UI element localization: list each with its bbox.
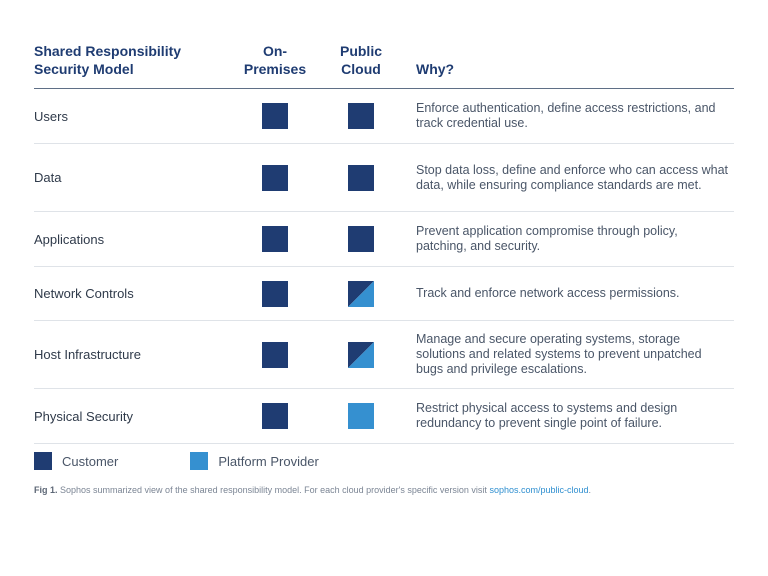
on-premises-responsibility-indicator bbox=[234, 103, 316, 129]
public-cloud-responsibility-indicator bbox=[316, 103, 406, 129]
public-cloud-responsibility-indicator bbox=[316, 226, 406, 252]
on-premises-responsibility-indicator bbox=[234, 226, 316, 252]
row-category-label: Network Controls bbox=[34, 286, 134, 301]
column-header-why: Why? bbox=[416, 61, 455, 77]
legend: Customer Platform Provider bbox=[34, 452, 391, 470]
caption-end: . bbox=[588, 485, 592, 495]
row-why-text: Track and enforce network access permiss… bbox=[416, 286, 680, 300]
column-header-public-cloud-line1: Public bbox=[339, 43, 382, 59]
column-header-on-premises-line1: On- bbox=[262, 43, 288, 59]
row-why-text: Enforce authentication, define access re… bbox=[416, 101, 716, 130]
row-why-text: Stop data loss, define and enforce who c… bbox=[416, 162, 728, 192]
table-row: Network Controls Track and enforce networ… bbox=[34, 267, 734, 321]
table-body: Users Enforce authentication, define acce… bbox=[34, 89, 734, 444]
caption-text: Sophos summarized view of the shared res… bbox=[57, 485, 490, 495]
legend-item-platform-provider: Platform Provider bbox=[190, 452, 319, 470]
figure-caption: Fig 1. Sophos summarized view of the sha… bbox=[34, 485, 591, 495]
legend-item-customer: Customer bbox=[34, 452, 118, 470]
row-why-text: Restrict physical access to systems and … bbox=[416, 401, 678, 430]
column-header-on-premises-line2: Premises bbox=[243, 61, 307, 77]
on-premises-responsibility-indicator bbox=[234, 403, 316, 429]
table-row: Users Enforce authentication, define acce… bbox=[34, 89, 734, 144]
on-premises-responsibility-indicator bbox=[234, 164, 316, 191]
row-why-text: Manage and secure operating systems, sto… bbox=[416, 332, 702, 376]
public-cloud-responsibility-indicator bbox=[316, 164, 406, 191]
on-premises-responsibility-indicator bbox=[234, 341, 316, 368]
column-header-on-premises: On- Premises bbox=[234, 42, 316, 78]
on-premises-responsibility-indicator bbox=[234, 280, 316, 307]
row-category-label: Applications bbox=[34, 231, 105, 247]
column-header-public-cloud-line2: Cloud bbox=[341, 61, 381, 77]
legend-label-customer: Customer bbox=[62, 453, 119, 469]
table-row: Applications Prevent application compromi… bbox=[34, 212, 734, 267]
caption-link[interactable]: sophos.com/public-cloud bbox=[489, 485, 589, 495]
table-title-line1: Shared Responsibility bbox=[34, 43, 182, 59]
row-category-label: Data bbox=[34, 170, 62, 185]
table-title: Shared Responsibility Security Model bbox=[34, 42, 234, 78]
row-why-text: Prevent application compromise through p… bbox=[416, 224, 678, 253]
row-category-label: Users bbox=[34, 108, 68, 124]
public-cloud-responsibility-indicator bbox=[316, 280, 406, 307]
legend-label-platform-provider: Platform Provider bbox=[218, 453, 319, 469]
customer-swatch bbox=[34, 452, 52, 470]
table-header: Shared Responsibility Security Model On-… bbox=[34, 42, 734, 89]
table-row: Physical Security Restrict physical acces… bbox=[34, 389, 734, 444]
public-cloud-responsibility-indicator bbox=[316, 403, 406, 429]
table-row: Data Stop data loss, define and enforce w… bbox=[34, 144, 734, 212]
figure-number: Fig 1. bbox=[34, 485, 58, 495]
table-row: Host Infrastructure Manage and secure ope… bbox=[34, 321, 734, 389]
row-category-label: Host Infrastructure bbox=[34, 347, 141, 362]
table-title-line2: Security Model bbox=[34, 61, 134, 77]
column-header-public-cloud: Public Cloud bbox=[316, 42, 406, 78]
public-cloud-responsibility-indicator bbox=[316, 341, 406, 368]
platform-provider-swatch bbox=[190, 452, 209, 470]
row-category-label: Physical Security bbox=[34, 408, 133, 424]
responsibility-table: Shared Responsibility Security Model On-… bbox=[34, 42, 734, 444]
